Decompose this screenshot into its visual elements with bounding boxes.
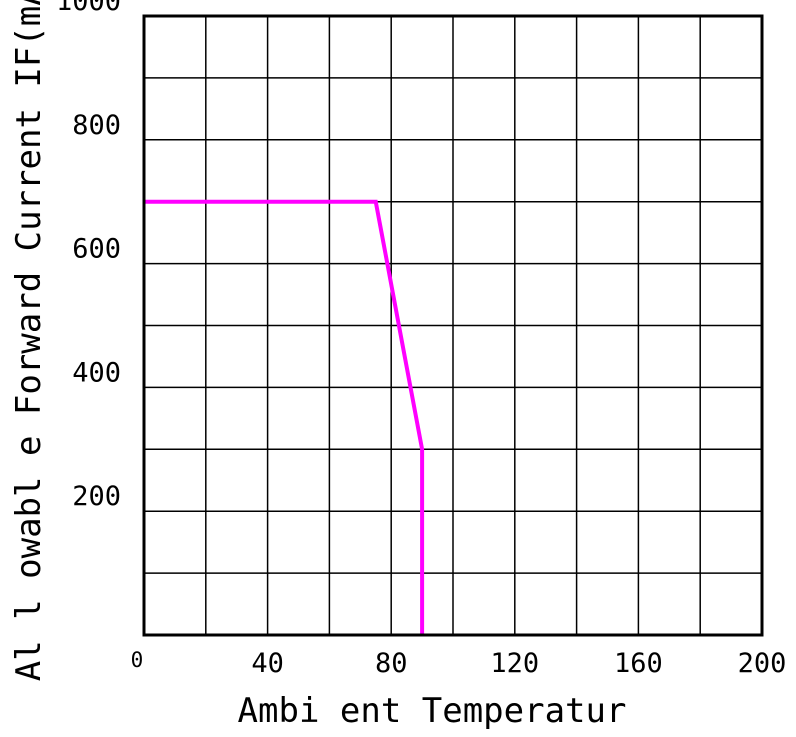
x-tick-label: 200 [738,648,787,679]
y-tick-label: 600 [72,234,121,265]
y-tick-label: 800 [72,110,121,141]
series-line [144,199,425,635]
plot-frame [142,14,764,637]
series-layer [144,199,425,635]
x-tick-label: 0 [131,648,144,672]
x-tick-label: 120 [490,648,539,679]
y-tick-labels: 200 400 600 800 1000 [56,0,121,512]
y-tick-label: 1000 [56,0,121,17]
y-tick-label: 400 [72,357,121,388]
y-axis-label: Al l owabl e Forward Current IF(mA) [9,0,49,681]
x-tick-label: 80 [375,648,408,679]
x-tick-label: 40 [251,648,284,679]
x-axis-label: Ambi ent Temperatur [238,691,627,731]
x-tick-label: 160 [614,648,663,679]
x-tick-labels: 0 40 80 120 160 200 [131,648,787,679]
grid-lines [144,16,762,635]
y-tick-label: 200 [72,481,121,512]
